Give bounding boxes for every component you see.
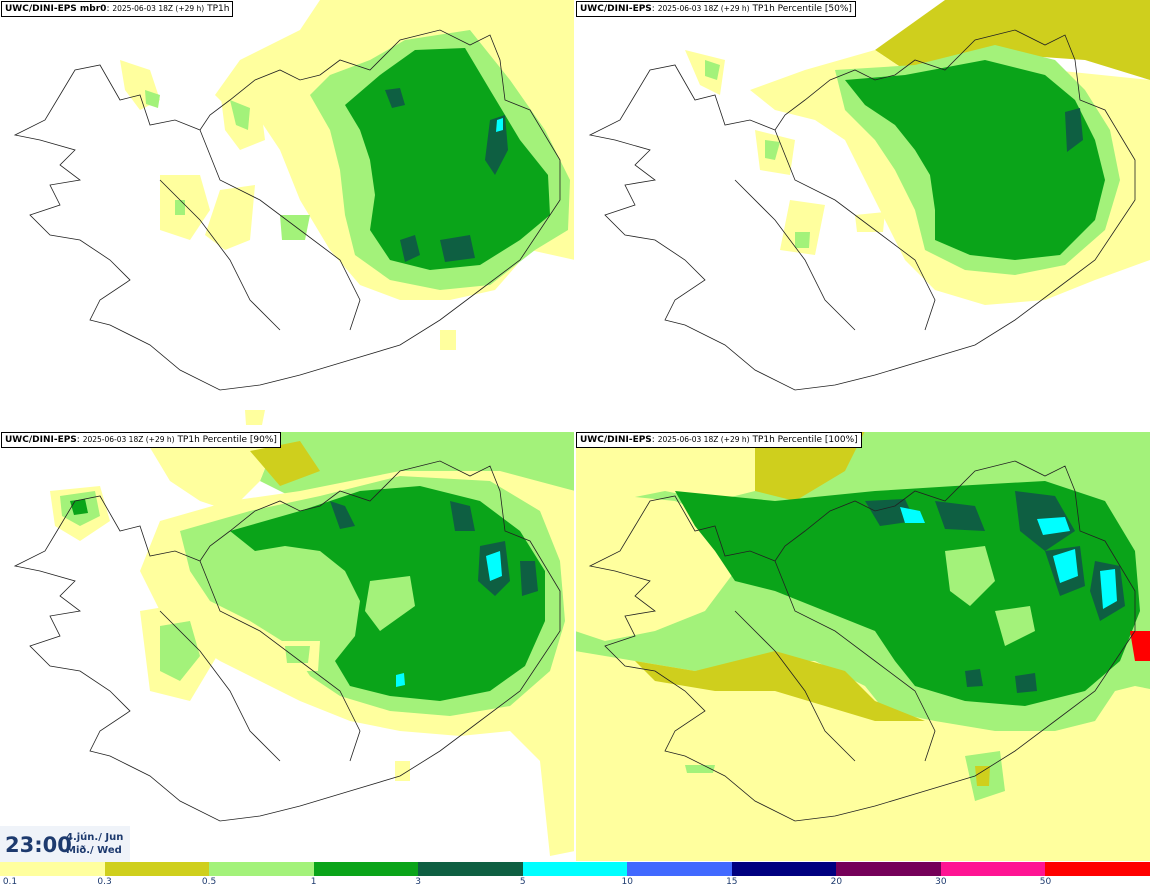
panel-title: UWC/DINI-EPS mbr0: 2025-06-03 18Z (+29 h… <box>1 1 234 17</box>
legend-tick-label: 0.1 <box>2 877 18 887</box>
map-panel-p50: UWC/DINI-EPS: 2025-06-03 18Z (+29 h) TP1… <box>575 0 1150 430</box>
run-time: 2025-06-03 18Z (+29 h) <box>82 435 175 444</box>
valid-date: 4.jún./ Jun Mið./ Wed <box>66 831 123 857</box>
panel-title: UWC/DINI-EPS: 2025-06-03 18Z (+29 h) TP1… <box>576 432 862 448</box>
model-name: UWC/DINI-EPS mbr0 <box>5 4 107 14</box>
legend-swatch <box>522 862 628 876</box>
run-time: 2025-06-03 18Z (+29 h) <box>112 4 205 13</box>
legend-tick-label: 1 <box>310 877 317 887</box>
run-time: 2025-06-03 18Z (+29 h) <box>657 4 750 13</box>
legend-bar <box>0 862 1150 876</box>
legend-swatch <box>1045 862 1150 876</box>
product-name: TP1h <box>207 4 230 14</box>
legend-swatch <box>0 862 105 876</box>
model-name: UWC/DINI-EPS <box>580 435 652 445</box>
legend-tick-label: 15 <box>726 877 738 887</box>
map-panel-mbr0: UWC/DINI-EPS mbr0: 2025-06-03 18Z (+29 h… <box>0 0 575 430</box>
product-name: TP1h Percentile [50%] <box>752 4 852 14</box>
product-name: TP1h Percentile [100%] <box>752 435 858 445</box>
model-name: UWC/DINI-EPS <box>580 4 652 14</box>
precip-map <box>13 431 575 856</box>
legend-tick-label: 50 <box>1039 877 1052 887</box>
legend-swatch <box>836 862 941 876</box>
legend-swatch <box>418 862 523 876</box>
color-legend: 0.1 0.3 0.5 1 3 5 10 15 20 30 50 <box>0 862 1150 891</box>
map-panel-p100: UWC/DINI-EPS: 2025-06-03 18Z (+29 h) TP1… <box>575 431 1150 861</box>
legend-tick-label: 0.3 <box>97 877 112 887</box>
legend-tick-label: 10 <box>621 877 633 887</box>
product-name: TP1h Percentile [90%] <box>177 435 277 445</box>
legend-tick-label: 3 <box>415 877 422 887</box>
valid-time-box: 23:00 4.jún./ Jun Mið./ Wed <box>0 826 130 862</box>
legend-swatch <box>104 862 210 876</box>
panel-divider <box>0 430 1150 432</box>
panel-title: UWC/DINI-EPS: 2025-06-03 18Z (+29 h) TP1… <box>1 432 281 448</box>
run-time: 2025-06-03 18Z (+29 h) <box>657 435 750 444</box>
legend-tick-label: 0.5 <box>201 877 217 887</box>
legend-tick-label: 30 <box>935 877 947 887</box>
valid-date-local: 4.jún./ Jun <box>66 832 124 843</box>
valid-hour: 23:00 <box>5 833 72 857</box>
panel-title: UWC/DINI-EPS: 2025-06-03 18Z (+29 h) TP1… <box>576 1 856 17</box>
precip-map <box>575 431 1150 861</box>
valid-weekday: Mið./ Wed <box>66 845 122 856</box>
legend-tick-label: 20 <box>830 877 843 887</box>
legend-swatch <box>209 862 314 876</box>
precip-map <box>588 0 1150 391</box>
legend-swatch <box>731 862 837 876</box>
legend-tick-label: 5 <box>519 877 526 887</box>
map-panel-p90: UWC/DINI-EPS: 2025-06-03 18Z (+29 h) TP1… <box>0 431 575 861</box>
legend-swatch <box>313 862 419 876</box>
legend-swatch <box>940 862 1046 876</box>
model-name: UWC/DINI-EPS <box>5 435 77 445</box>
precip-map <box>13 0 575 425</box>
legend-swatch <box>627 862 732 876</box>
